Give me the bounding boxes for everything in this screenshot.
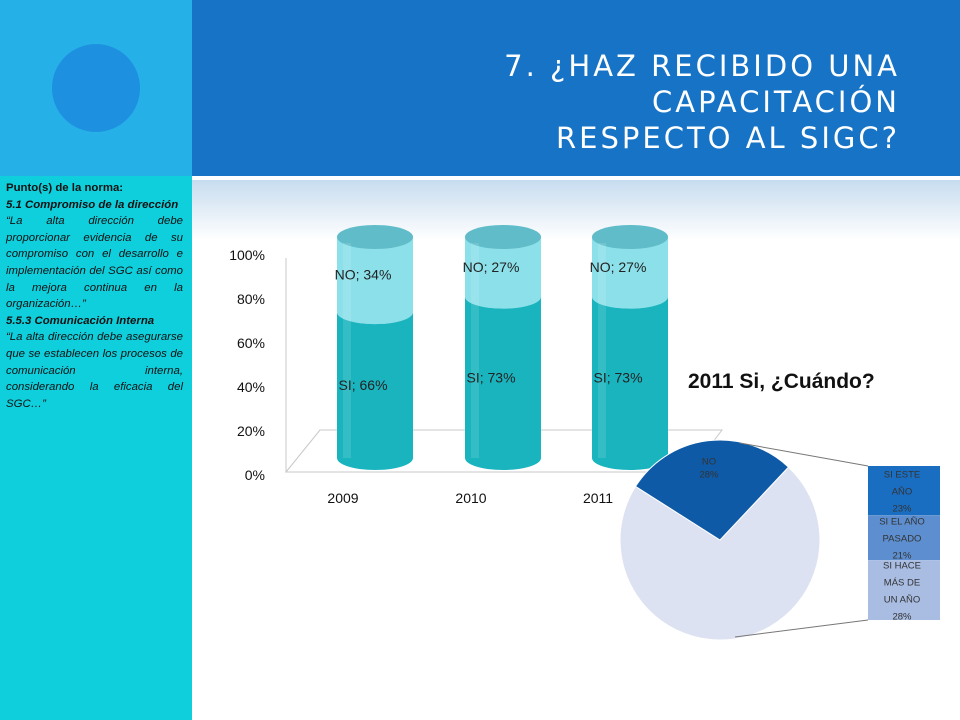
data-label-no: NO; 34%: [335, 267, 392, 283]
gradient-band: [192, 180, 960, 240]
x-axis-ticks: 2009 2010 2011: [327, 490, 613, 506]
y-tick-label: 80%: [237, 291, 265, 307]
sidebar-text: Punto(s) de la norma: 5.1 Compromiso de …: [6, 180, 183, 412]
data-label-no: NO; 27%: [590, 259, 647, 275]
connector-line-top: [739, 442, 869, 467]
breakdown-segment-rect: [868, 515, 940, 561]
pie-slice-si: [619, 466, 821, 641]
y-tick-label: 0%: [245, 467, 265, 483]
pie-slice-no: [634, 439, 790, 541]
clause-1-text: “La alta dirección debe proporcionar evi…: [6, 215, 183, 311]
breakdown-segment-label: 23%: [892, 504, 912, 515]
y-tick-label: 100%: [229, 247, 265, 263]
clause-2-title: 5.5.3 Comunicación Interna: [6, 314, 155, 327]
data-label-no: NO; 27%: [463, 259, 520, 275]
y-axis-ticks: 0% 20% 40% 60% 80% 100%: [229, 247, 265, 483]
pie-chart-title: 2011 Si, ¿Cuándo?: [688, 370, 875, 393]
cylinder-top-cap: [465, 225, 541, 249]
data-label-si: SI; 73%: [466, 369, 515, 385]
title-line-2: RESPECTO AL SIGC?: [556, 121, 900, 155]
cylinder-top-cap: [337, 225, 413, 249]
y-tick-label: 60%: [237, 335, 265, 351]
cylinder-highlight: [471, 243, 479, 458]
clause-1-title: 5.1 Compromiso de la dirección: [6, 198, 179, 211]
bar-segment-si: [337, 312, 413, 470]
bar-segment-no: [465, 237, 541, 309]
clause-2-text: “La alta dirección debe asegurarse que s…: [6, 331, 183, 410]
x-tick-label: 2010: [455, 490, 486, 506]
cylinder-highlight: [343, 243, 351, 458]
bar-segment-si: [465, 296, 541, 470]
breakdown-segment: SI ESTE AÑO 23%: [868, 466, 940, 516]
breakdown-segment-label: PASADO: [883, 534, 922, 545]
cylinder-2011: SI; 73% NO; 27%: [590, 225, 668, 470]
connector-line-bottom: [734, 619, 869, 638]
y-tick-label: 20%: [237, 423, 265, 439]
data-label-si: SI; 66%: [338, 377, 387, 393]
pie-label-no: NO: [702, 457, 716, 468]
header-bar: 7. ¿HAZ RECIBIDO UNA CAPACITACIÓN RESPEC…: [192, 0, 960, 176]
breakdown-segment-rect: [868, 466, 940, 516]
x-tick-label: 2009: [327, 490, 358, 506]
breakdown-segment-label: 28%: [892, 612, 912, 623]
header-divider: [192, 176, 960, 180]
y-tick-label: 40%: [237, 379, 265, 395]
breakdown-segment: SI EL AÑO PASADO 21%: [868, 515, 940, 562]
x-tick-label: 2011: [583, 490, 613, 506]
breakdown-segment-label: SI HACE: [883, 561, 921, 572]
data-label-si: SI; 73%: [593, 369, 642, 385]
breakdown-segment-label: UN AÑO: [884, 595, 920, 606]
cylinder-top-cap: [592, 225, 668, 249]
sidebar-heading: Punto(s) de la norma:: [6, 182, 124, 194]
breakdown-segment: SI HACE MÁS DE UN AÑO 28%: [868, 560, 940, 623]
breakdown-segment-label: SI EL AÑO: [879, 517, 925, 528]
cylinder-2010: SI; 73% NO; 27%: [463, 225, 541, 470]
pie-label-no: 28%: [699, 470, 719, 481]
breakdown-segment-label: SI ESTE: [884, 470, 920, 481]
decorative-circle: [52, 44, 140, 132]
bar-segment-si: [592, 296, 668, 470]
cylinder-highlight: [598, 243, 606, 458]
breakdown-segment-rect: [868, 560, 940, 620]
bar-segment-no: [337, 237, 413, 325]
slide-title: 7. ¿HAZ RECIBIDO UNA CAPACITACIÓN RESPEC…: [260, 48, 900, 156]
breakdown-segment-label: AÑO: [892, 487, 913, 498]
title-line-1: 7. ¿HAZ RECIBIDO UNA CAPACITACIÓN: [504, 49, 900, 119]
breakdown-segment-label: 21%: [892, 551, 912, 562]
bar-chart-cylinders: SI; 66% NO; 34% SI; 73% NO; 27% SI; 73% NO; 2…: [335, 225, 668, 470]
bar-segment-no: [592, 237, 668, 309]
cylinder-2009: SI; 66% NO; 34%: [335, 225, 413, 470]
breakdown-segment-label: MÁS DE: [884, 578, 920, 589]
